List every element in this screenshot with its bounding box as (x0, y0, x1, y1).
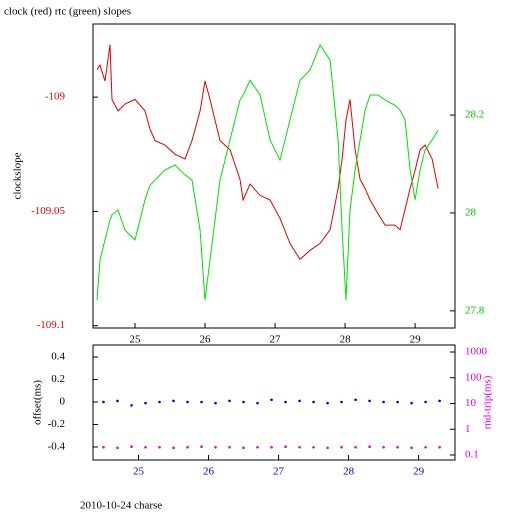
point (424, 400, 427, 404)
point (200, 445, 203, 449)
y2-tick-label: 1000 (465, 346, 488, 358)
plot-frame (92, 23, 456, 329)
point (354, 445, 357, 449)
y2-axis-label: rnd-trip(ms) (482, 375, 494, 429)
x-tick-label: 25 (133, 466, 145, 478)
y-tick-label: 0 (60, 396, 66, 408)
point (130, 445, 133, 449)
x-tick-label: 28 (340, 334, 352, 346)
point (312, 445, 315, 449)
point (368, 399, 371, 403)
point (158, 400, 161, 404)
point (242, 446, 245, 450)
point (424, 445, 427, 449)
y-tick-label: 0.2 (51, 373, 65, 385)
point (340, 400, 343, 404)
point (298, 399, 301, 403)
y-tick-label: -109 (45, 91, 66, 103)
point (116, 399, 119, 403)
y2-tick-label: 1 (465, 423, 471, 435)
point (214, 445, 217, 449)
y-tick-label: -0.4 (48, 440, 66, 452)
point (158, 445, 161, 449)
point (284, 400, 287, 404)
point (410, 446, 413, 450)
point (144, 401, 147, 405)
point (214, 401, 217, 405)
chart-title: clock (red) rtc (green) slopes (4, 6, 131, 18)
y2-tick-label: 10 (465, 397, 477, 409)
point (298, 445, 301, 449)
y-tick-label: -109.05 (31, 205, 65, 217)
point (228, 445, 231, 449)
x-tick-label: 25 (130, 334, 142, 346)
point (102, 445, 105, 449)
point (228, 399, 231, 403)
point (270, 398, 273, 402)
point (326, 401, 329, 405)
y2-tick-label: 28.2 (465, 109, 484, 121)
point (410, 401, 413, 405)
y-tick-label: 0.4 (51, 351, 65, 363)
point (186, 445, 189, 449)
x-tick-label: 26 (200, 334, 212, 346)
point (368, 445, 371, 449)
point (186, 400, 189, 404)
point (382, 445, 385, 449)
point (284, 445, 287, 449)
series-line (96, 43, 439, 301)
x-tick-label: 28 (343, 466, 355, 478)
y2-tick-label: 0.1 (465, 449, 479, 461)
point (256, 401, 259, 405)
point (382, 400, 385, 404)
point (116, 446, 119, 450)
point (130, 404, 133, 407)
point (270, 445, 273, 449)
point (144, 445, 147, 449)
point (438, 399, 441, 403)
point (326, 446, 329, 450)
point (172, 446, 175, 450)
x-tick-label: 27 (270, 334, 282, 346)
y2-tick-label: 28 (465, 206, 477, 218)
point (354, 398, 357, 402)
caption: 2010-10-24 charse (80, 500, 162, 512)
point (200, 400, 203, 404)
x-tick-label: 27 (273, 466, 285, 478)
point (172, 399, 175, 403)
x-tick-label: 29 (410, 334, 422, 346)
point (438, 445, 441, 449)
point (242, 400, 245, 404)
point (312, 400, 315, 404)
point (256, 445, 259, 449)
plot-frame (92, 344, 456, 461)
x-tick-label: 26 (203, 466, 215, 478)
y2-tick-label: 27.8 (465, 304, 485, 316)
point (396, 400, 399, 404)
y-tick-label: -109.1 (37, 319, 65, 331)
point (102, 400, 105, 404)
series-line (96, 44, 439, 261)
x-tick-label: 29 (413, 466, 425, 478)
y2-tick-label: 100 (465, 371, 482, 383)
y-tick-label: -0.2 (48, 418, 65, 430)
point (396, 445, 399, 449)
y-axis-label: clockslope (12, 152, 24, 199)
point (340, 445, 343, 449)
y-axis-label: offset(ms) (32, 380, 44, 425)
